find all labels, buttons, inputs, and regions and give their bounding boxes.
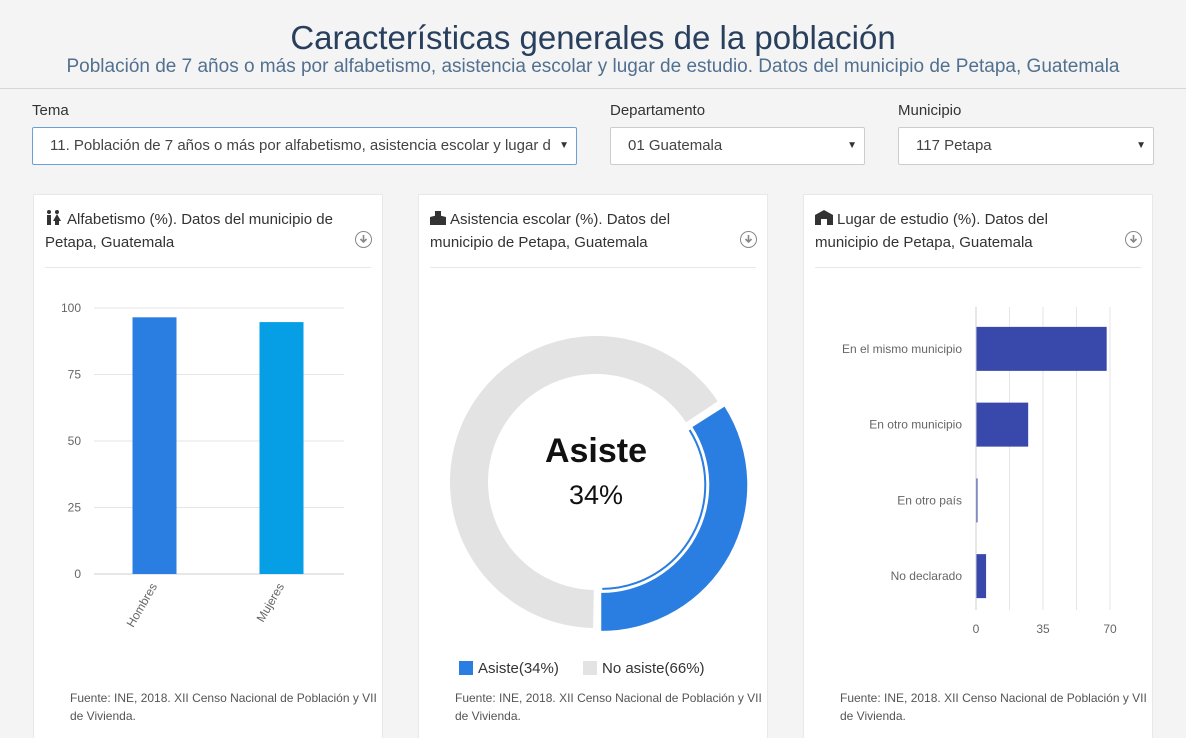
y-tick-label: 75 (68, 368, 82, 382)
donut-center-label: Asiste (545, 432, 647, 470)
municipio-label: Municipio (898, 102, 962, 119)
download-icon (744, 235, 753, 244)
y-tick-label: En el mismo municipio (842, 342, 962, 356)
x-tick-label: Hombres (124, 581, 160, 630)
people-icon (45, 210, 63, 232)
lugar-card: Lugar de estudio (%). Datos del municipi… (803, 194, 1153, 738)
divider (45, 267, 371, 268)
legend-label-no-asiste: No asiste(66%) (602, 660, 705, 677)
x-tick-label: 70 (1103, 622, 1117, 636)
municipio-select-value: 117 Petapa (916, 137, 992, 154)
alfabetismo-title-text: Alfabetismo (%). Datos del municipio de … (45, 211, 333, 251)
building-icon (815, 210, 833, 232)
download-button[interactable] (1125, 231, 1142, 248)
hbar (976, 554, 987, 599)
asistencia-title: Asistencia escolar (%). Datos del munici… (430, 209, 730, 254)
source-note: Fuente: INE, 2018. XII Censo Nacional de… (70, 691, 377, 723)
download-icon (359, 235, 368, 244)
divider (430, 267, 756, 268)
hbar (976, 326, 1107, 371)
tema-select-value: 11. Población de 7 años o más por alfabe… (50, 137, 550, 154)
divider (815, 267, 1141, 268)
download-icon (1129, 235, 1138, 244)
y-tick-label: En otro municipio (869, 418, 962, 432)
y-tick-label: 100 (61, 301, 81, 315)
tema-select[interactable]: 11. Población de 7 años o más por alfabe… (32, 127, 577, 165)
x-tick-label: 35 (1036, 622, 1050, 636)
hbar (976, 402, 1029, 447)
alfabetismo-title: Alfabetismo (%). Datos del municipio de … (45, 209, 345, 254)
legend-swatch-asiste (459, 661, 473, 675)
chevron-down-icon: ▼ (559, 140, 569, 151)
x-tick-label: Mujeres (254, 581, 287, 625)
legend-label-asiste: Asiste(34%) (478, 660, 559, 677)
lugar-title: Lugar de estudio (%). Datos del municipi… (815, 209, 1115, 254)
departamento-select-value: 01 Guatemala (628, 137, 723, 154)
asistencia-title-text: Asistencia escolar (%). Datos del munici… (430, 211, 671, 251)
bar-hombres (132, 317, 177, 574)
download-button[interactable] (740, 231, 757, 248)
y-tick-label: No declarado (891, 569, 963, 583)
departamento-label: Departamento (610, 102, 706, 119)
page-header: Características generales de la població… (0, 0, 1186, 89)
donut-slice-asiste (601, 406, 748, 631)
donut-slice-asiste-ring (602, 429, 707, 590)
lugar-chart: 0 35 70 En el mismo municipio En otro munici… (842, 307, 1117, 636)
y-tick-label: 25 (68, 501, 82, 515)
asistencia-chart: Asiste 34% Asiste(34%) No asiste(66%) (450, 335, 748, 677)
bar-mujeres (259, 322, 304, 574)
chevron-down-icon: ▼ (847, 140, 857, 151)
school-icon (430, 210, 446, 232)
alfabetismo-card: Alfabetismo (%). Datos del municipio de … (33, 194, 383, 738)
source-note: Fuente: INE, 2018. XII Censo Nacional de… (840, 691, 1147, 723)
page-title: Características generales de la població… (290, 19, 896, 56)
donut-center-value: 34% (569, 480, 623, 510)
legend-swatch-no-asiste (583, 661, 597, 675)
alfabetismo-chart: 0 25 50 75 100 Hombres Mujeres (61, 301, 344, 630)
lugar-title-text: Lugar de estudio (%). Datos del municipi… (815, 211, 1048, 251)
tema-label: Tema (32, 102, 69, 119)
y-tick-label: 0 (74, 567, 81, 581)
y-tick-label: En otro país (897, 493, 962, 507)
download-button[interactable] (355, 231, 372, 248)
departamento-select[interactable]: 01 Guatemala ▼ (610, 127, 865, 165)
x-tick-label: 0 (973, 622, 980, 636)
donut-slice-asiste-group (601, 406, 748, 631)
hbar (976, 478, 978, 523)
page-subtitle: Población de 7 años o más por alfabetism… (66, 56, 1120, 77)
asistencia-card: Asistencia escolar (%). Datos del munici… (418, 194, 768, 738)
chevron-down-icon: ▼ (1136, 140, 1146, 151)
source-note: Fuente: INE, 2018. XII Censo Nacional de… (455, 691, 762, 723)
municipio-select[interactable]: 117 Petapa ▼ (898, 127, 1154, 165)
y-tick-label: 50 (68, 434, 82, 448)
